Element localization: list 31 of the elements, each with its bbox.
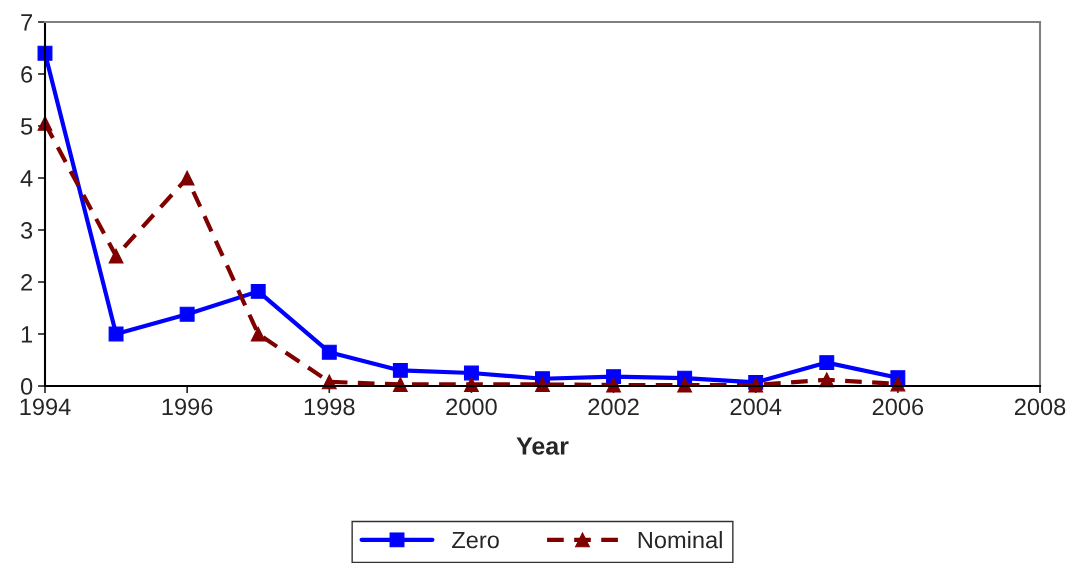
point bbox=[108, 326, 124, 342]
x-tick-label: 2000 bbox=[446, 398, 497, 416]
y-tick-label: 6 bbox=[21, 66, 33, 83]
point bbox=[392, 362, 408, 378]
point bbox=[321, 344, 337, 360]
x-tick-label: 2004 bbox=[730, 398, 782, 416]
y-tick-label: 0 bbox=[20, 378, 33, 395]
x-axis-title: Year bbox=[516, 437, 569, 455]
point bbox=[463, 376, 479, 392]
x-tick-label: 1996 bbox=[162, 398, 213, 416]
point bbox=[179, 306, 195, 322]
y-tick-label: 2 bbox=[21, 274, 33, 291]
point bbox=[179, 170, 195, 186]
point bbox=[535, 376, 550, 392]
point bbox=[250, 326, 266, 342]
y-tick-label: 5 bbox=[21, 118, 33, 135]
point bbox=[819, 355, 835, 371]
x-tick-label: 1998 bbox=[304, 398, 355, 416]
x-tick-label: 2006 bbox=[872, 398, 924, 416]
legend-label: Zero bbox=[452, 531, 499, 549]
y-tick-label: 1 bbox=[21, 326, 33, 343]
y-tick-label: 4 bbox=[20, 170, 33, 187]
x-tick-label: 2008 bbox=[1014, 398, 1066, 416]
point bbox=[463, 365, 479, 381]
x-tick-label: 2002 bbox=[588, 398, 639, 416]
point bbox=[250, 283, 266, 299]
point bbox=[108, 248, 124, 264]
y-tick-label: 3 bbox=[20, 222, 33, 239]
x-tick-label: 1994 bbox=[20, 398, 71, 416]
y-tick-label: 7 bbox=[21, 14, 33, 31]
legend-label: Nominal bbox=[638, 531, 722, 549]
